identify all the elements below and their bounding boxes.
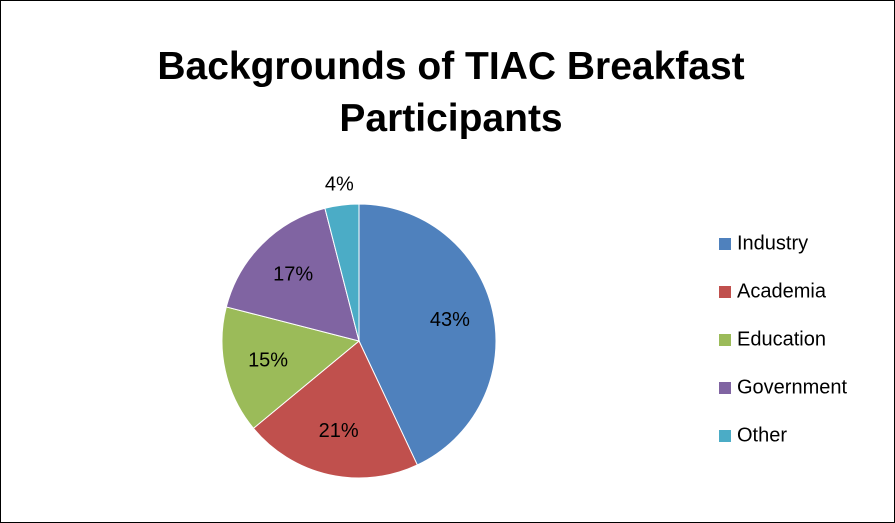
- pie-slice: [221, 306, 361, 430]
- legend-swatch: [719, 286, 731, 298]
- pie-slice: [324, 203, 360, 342]
- data-label: 4%: [325, 174, 354, 196]
- legend-swatch: [719, 382, 731, 394]
- data-label: 15%: [248, 350, 288, 372]
- pie-slice: [225, 207, 360, 342]
- chart-title: Backgrounds of TIAC Breakfast Participan…: [157, 45, 745, 140]
- legend-label: Education: [737, 328, 826, 350]
- legend-swatch: [719, 430, 731, 442]
- pie-slice: [252, 340, 418, 479]
- pie-slice: [358, 203, 497, 466]
- legend-label: Academia: [737, 280, 827, 302]
- data-label: 43%: [430, 309, 470, 331]
- data-label: 21%: [319, 420, 359, 442]
- legend-swatch: [719, 238, 731, 250]
- data-label: 17%: [273, 263, 313, 285]
- legend-label: Industry: [737, 232, 808, 254]
- legend-label: Government: [737, 376, 847, 398]
- legend-label: Other: [737, 424, 787, 446]
- legend-swatch: [719, 334, 731, 346]
